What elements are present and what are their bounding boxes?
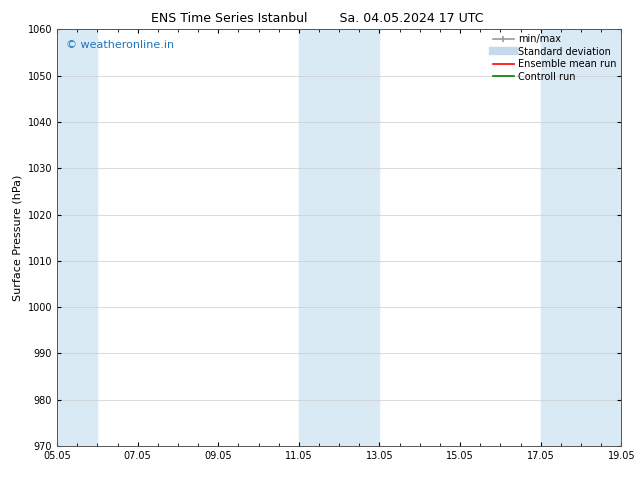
Y-axis label: Surface Pressure (hPa): Surface Pressure (hPa) xyxy=(12,174,22,301)
Legend: min/max, Standard deviation, Ensemble mean run, Controll run: min/max, Standard deviation, Ensemble me… xyxy=(491,32,618,83)
Bar xyxy=(299,29,380,446)
Text: ENS Time Series Istanbul        Sa. 04.05.2024 17 UTC: ENS Time Series Istanbul Sa. 04.05.2024 … xyxy=(151,12,483,25)
Bar xyxy=(57,29,98,446)
Bar xyxy=(541,29,621,446)
Text: © weatheronline.in: © weatheronline.in xyxy=(65,40,174,50)
